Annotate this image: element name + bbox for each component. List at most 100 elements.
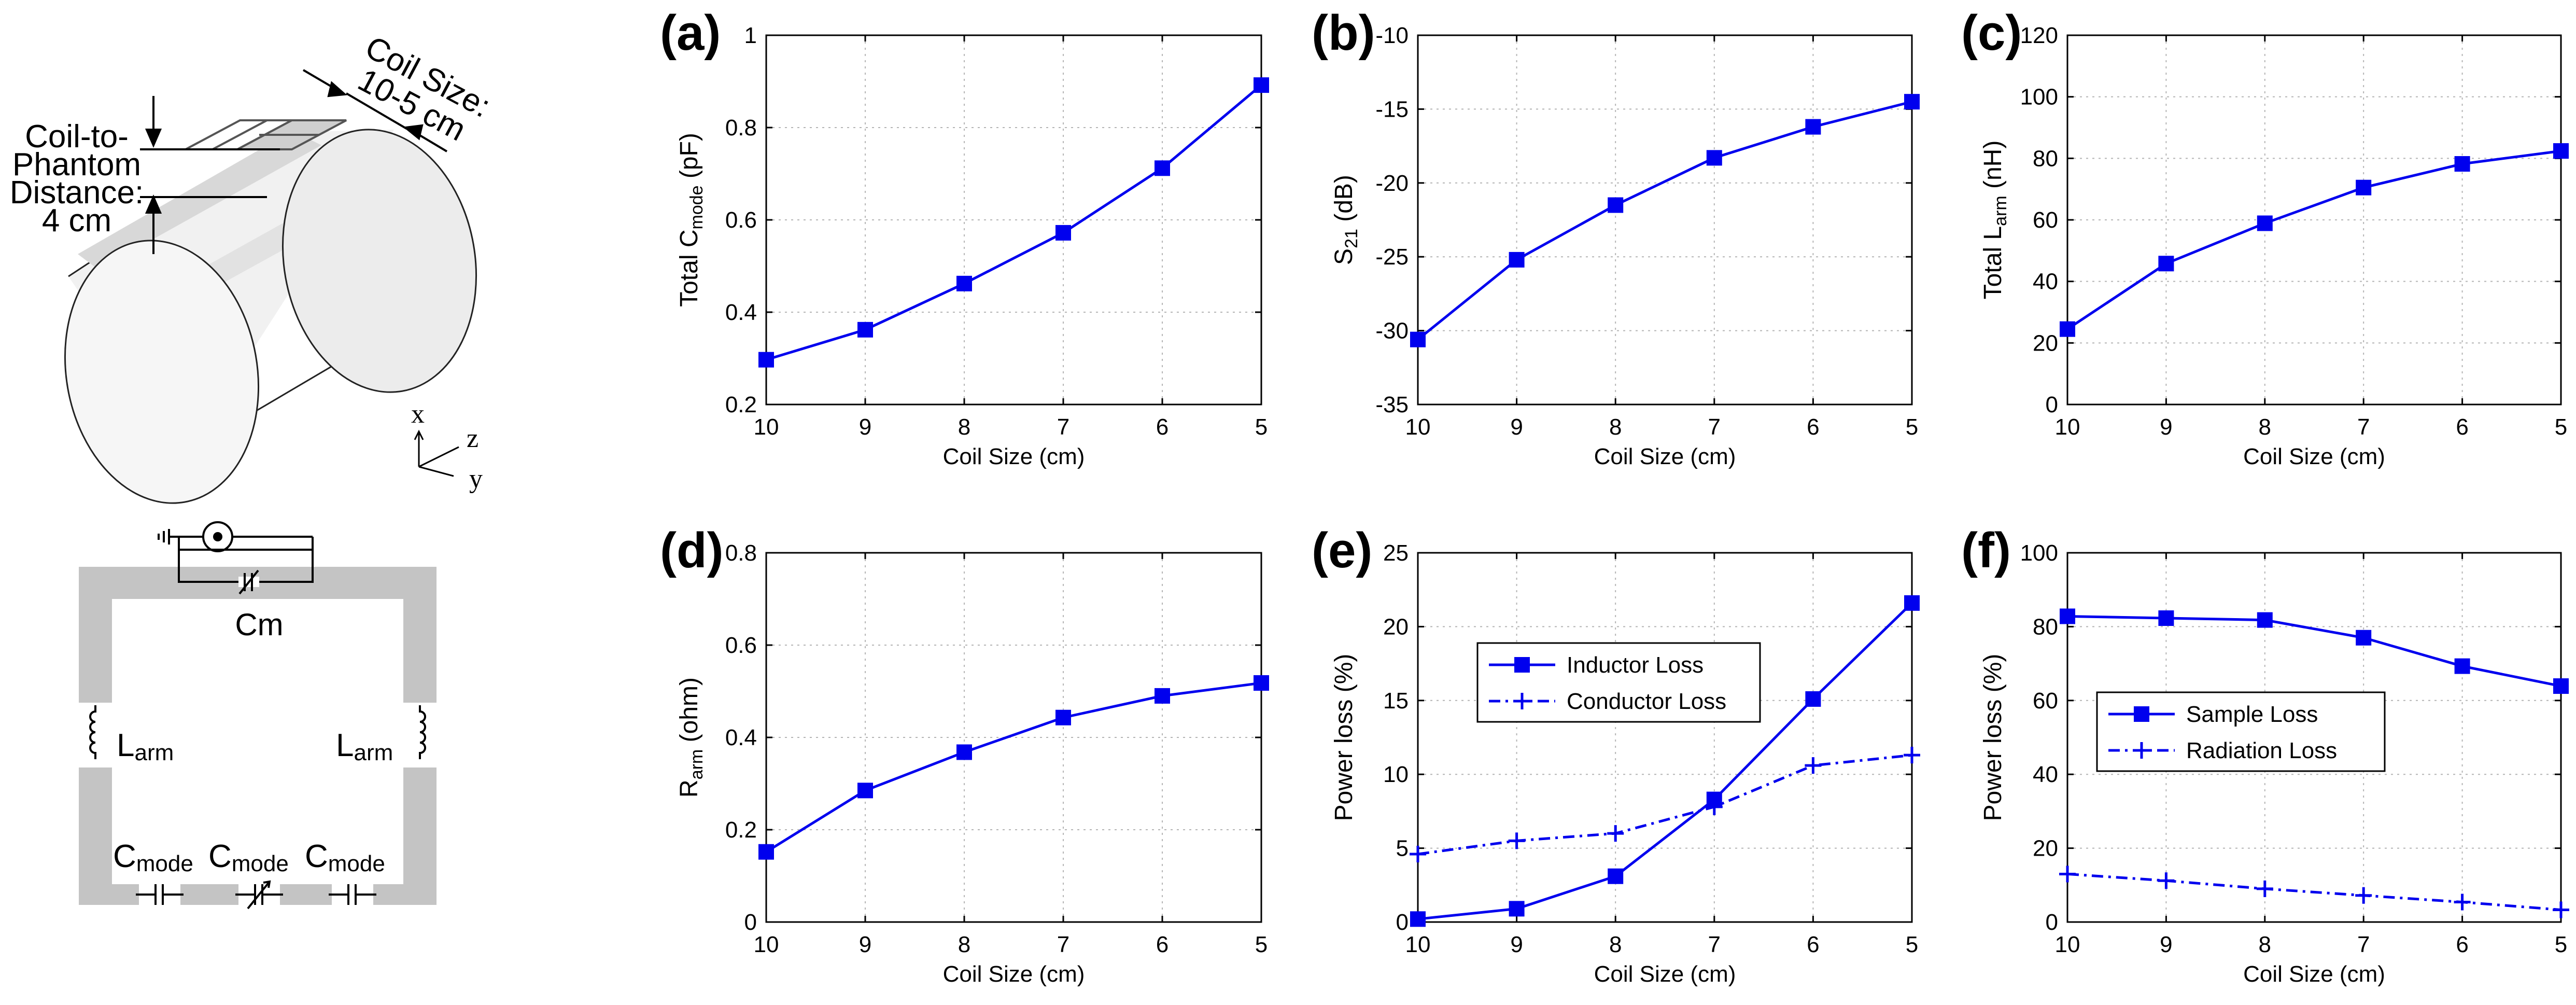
series-radiation-loss [2059, 866, 2569, 918]
data-point [758, 352, 774, 368]
x-tick-label: 10 [1405, 414, 1431, 440]
y-axis-label-unit: (nH) [1979, 141, 2007, 196]
legend-label: Sample Loss [2186, 702, 2318, 727]
larm-right-sub: arm [354, 740, 393, 765]
x-tick-label: 10 [754, 932, 779, 957]
y-tick-label: 0 [2046, 392, 2058, 417]
cmode-left-sub: mode [136, 851, 193, 876]
y-tick-label: -20 [1375, 171, 1409, 196]
coil-geometry-illustration: Coil Size: 10-5 cm Coil-to- Phantom Dist… [10, 29, 496, 504]
x-tick-label: 7 [1708, 932, 1721, 957]
x-tick-label: 9 [2160, 932, 2172, 957]
data-point [2454, 894, 2471, 911]
y-tick-label: 25 [1383, 540, 1409, 566]
data-point [2158, 256, 2174, 272]
y-axis-label-main: Power loss (%) [1330, 654, 1358, 821]
data-point [1254, 675, 1269, 691]
y-tick-label: 40 [2033, 762, 2058, 787]
data-point [1055, 709, 1071, 725]
cmode-label-left: Cmode [113, 839, 193, 876]
x-tick-label: 6 [2456, 932, 2468, 957]
x-tick-label: 10 [754, 414, 779, 440]
series-conductor-loss [1410, 747, 1920, 862]
x-axis-label: Coil Size (cm) [2243, 961, 2385, 987]
y-tick-label: 0.8 [725, 115, 757, 141]
y-axis-label: Total Larm (nH) [1979, 141, 2010, 300]
y-tick-label: 0.6 [725, 633, 757, 658]
y-tick-label: 0.6 [725, 207, 757, 233]
y-axis-label: Rarm (ohm) [675, 677, 707, 798]
data-point [1508, 832, 1525, 849]
data-point [1706, 798, 1723, 815]
cmode-right-sub: mode [328, 851, 385, 876]
y-tick-label: -25 [1375, 244, 1409, 270]
larm-left-sub: arm [134, 740, 174, 765]
data-point [1410, 845, 1426, 862]
y-axis-label-sub: mode [687, 185, 707, 229]
x-tick-label: 8 [2259, 932, 2271, 957]
legend-swatch-marker [1514, 693, 1530, 709]
chart-c: 10 9 8 7 6 5 0 20 40 60 80 100 120 Coil Size (cm) Tota… [1961, 5, 2569, 469]
larm-left-base: L [117, 728, 134, 763]
data-point [1805, 691, 1821, 707]
distance-label-4: 4 cm [42, 203, 111, 239]
panel-label: (a) [660, 5, 721, 61]
y-tick-label: 0.8 [725, 540, 757, 566]
x-tick-label: 7 [1057, 932, 1069, 957]
distance-label-2: Phantom [12, 147, 141, 183]
series-total-cmode [758, 77, 1269, 368]
series-total-larm [2060, 143, 2569, 337]
data-point [1706, 150, 1722, 166]
y-tick-label: -10 [1375, 23, 1409, 48]
legend-swatch-marker [2133, 742, 2150, 759]
x-axis-label: Coil Size (cm) [1594, 961, 1736, 987]
axis-y-label: y [469, 464, 483, 494]
y-axis-label-sub: arm [1991, 196, 2010, 226]
y-axis-label: Total Cmode (pF) [675, 133, 707, 307]
data-point [2059, 866, 2076, 883]
y-tick-label: 1 [744, 23, 757, 48]
x-axis-label: Coil Size (cm) [2243, 444, 2385, 469]
x-axis-label: Coil Size (cm) [943, 961, 1085, 987]
x-tick-label: 8 [2259, 414, 2271, 440]
x-tick-label: 10 [1405, 932, 1431, 957]
legend: Inductor Loss Conductor Loss [1476, 642, 1761, 723]
chart-b: 10 9 8 7 6 5 -35 -30 -25 -20 -15 -10 Coil Size (cm) S… [1312, 5, 1920, 469]
panel-label: (f) [1961, 523, 2011, 578]
series-line [766, 84, 1262, 361]
y-tick-label: 60 [2033, 688, 2058, 714]
y-axis-label-unit: (pF) [675, 133, 703, 185]
legend-label: Conductor Loss [1567, 689, 1726, 714]
grid [2067, 35, 2561, 404]
x-axis-label: Coil Size (cm) [1594, 444, 1736, 469]
y-tick-label: 20 [1383, 614, 1409, 639]
data-point [758, 844, 774, 860]
source-and-matching-icon [158, 521, 314, 595]
y-axis-label-sub: arm [687, 749, 707, 780]
y-axis-label-main: Power loss (%) [1979, 654, 2007, 821]
x-tick-label: 5 [2555, 932, 2567, 957]
x-tick-label: 9 [2160, 414, 2172, 440]
distance-label-3: Distance: [10, 175, 144, 211]
data-point [956, 744, 972, 760]
x-tick-label: 6 [2456, 414, 2468, 440]
legend-box [2096, 691, 2386, 772]
y-tick-label: 5 [1396, 836, 1409, 861]
chart-d: 10 9 8 7 6 5 0 0.2 0.4 0.6 0.8 Coil Size (cm) Rarm (… [660, 523, 1269, 987]
x-tick-label: 5 [1906, 932, 1918, 957]
panel-label: (b) [1312, 5, 1375, 61]
y-tick-label: 80 [2033, 146, 2058, 171]
data-point [1509, 252, 1525, 268]
data-point [2454, 156, 2470, 172]
x-tick-label: 9 [1510, 932, 1523, 957]
data-point [2158, 610, 2174, 626]
grid [766, 35, 1261, 404]
y-tick-label: -30 [1375, 318, 1409, 344]
series-line [765, 681, 1262, 853]
cmode-label-right: Cmode [305, 839, 385, 876]
data-point [2356, 179, 2372, 196]
y-tick-label: 0 [2046, 910, 2058, 935]
y-tick-label: -35 [1375, 392, 1409, 417]
x-tick-label: 8 [1609, 414, 1622, 440]
plot-frame [1417, 34, 1913, 406]
